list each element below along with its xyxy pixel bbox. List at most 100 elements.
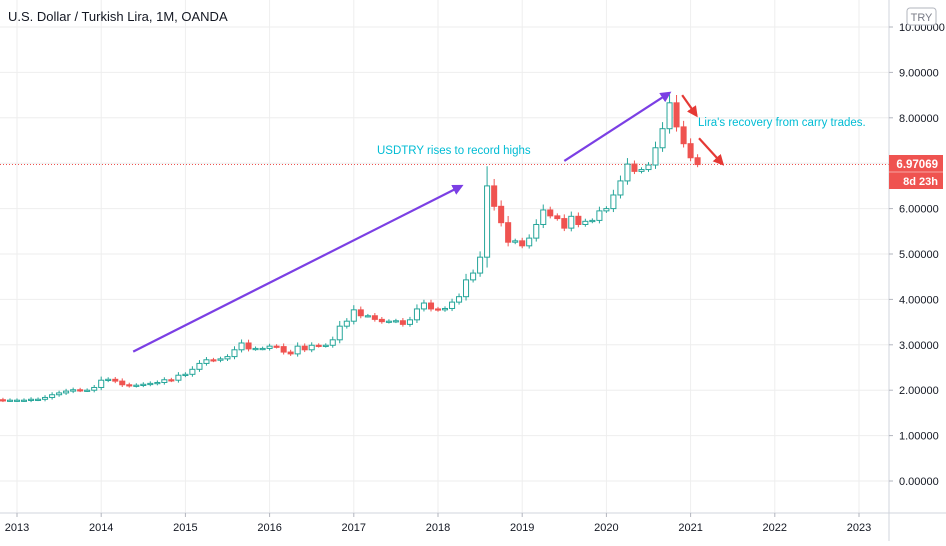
candle — [385, 319, 392, 324]
x-axis-label: 2017 — [342, 522, 366, 534]
candle — [434, 306, 442, 312]
candle — [133, 383, 140, 388]
candle-body-up — [484, 185, 491, 258]
x-axis-label: 2014 — [89, 522, 113, 534]
candle-body-down — [399, 320, 406, 325]
candle-body-up — [56, 392, 63, 396]
candle-body-down — [119, 380, 126, 386]
recovery-arrow-lower — [698, 137, 725, 166]
candle-body-up — [329, 339, 336, 346]
candle — [392, 318, 399, 324]
candle-body-down — [280, 346, 287, 353]
candle-body-up — [610, 194, 617, 210]
candle — [119, 378, 126, 388]
candle — [273, 344, 280, 349]
candle — [371, 313, 378, 322]
trend-arrow-long — [132, 184, 464, 353]
candle — [582, 218, 589, 227]
candle-body-down — [519, 240, 526, 247]
candle-body-up — [533, 223, 540, 239]
candle — [308, 342, 315, 353]
candle-body-up — [659, 128, 666, 149]
candle-body-up — [49, 394, 56, 398]
candle — [147, 381, 154, 387]
candle — [154, 380, 161, 386]
candle — [575, 212, 582, 228]
y-axis-label: 8.00000 — [899, 113, 939, 125]
candle — [343, 318, 350, 329]
candle — [673, 94, 680, 132]
candle-body-up — [322, 344, 329, 347]
candle-body-down — [0, 399, 6, 402]
candle — [470, 269, 477, 283]
candle — [561, 214, 568, 232]
candle-body-down — [575, 215, 582, 225]
candle-body-up — [91, 386, 98, 391]
candle-body-up — [596, 210, 603, 221]
candle — [20, 398, 28, 403]
candle — [301, 343, 308, 353]
candle — [420, 299, 427, 312]
x-axis-label: 2016 — [257, 522, 281, 534]
candle — [196, 360, 203, 372]
x-axis-label: 2013 — [5, 522, 29, 534]
candle — [463, 273, 470, 301]
candle — [28, 397, 35, 403]
candle — [505, 215, 512, 247]
candle — [322, 343, 329, 348]
candle — [357, 306, 364, 319]
candle-body-up — [224, 356, 231, 360]
candle — [554, 213, 561, 221]
x-axis-labels: 2013 2014 2015 2016 2017 2018 2019 2020 2021 2022… — [5, 513, 871, 534]
candle-body-up — [385, 320, 392, 323]
candle — [259, 346, 266, 351]
candle — [329, 336, 336, 348]
candle-body-down — [491, 185, 498, 207]
candle-body-down — [680, 126, 687, 145]
candle — [512, 238, 519, 245]
x-axis-label: 2021 — [678, 522, 702, 534]
candle — [624, 158, 631, 185]
candle-body-up — [266, 345, 273, 349]
candle — [350, 305, 357, 325]
candle-body-down — [561, 218, 568, 229]
currency-badge[interactable]: TRY — [906, 7, 937, 26]
candle-body-up — [526, 237, 533, 247]
y-axis-label: 9.00000 — [899, 67, 939, 79]
candle — [680, 120, 687, 148]
candle — [427, 299, 435, 312]
candle — [161, 377, 168, 385]
candle — [203, 357, 210, 366]
candle — [638, 167, 645, 174]
candle-body-up — [343, 320, 350, 327]
candle-body-down — [687, 143, 694, 159]
candle — [441, 306, 449, 312]
candle-body-down — [112, 378, 119, 382]
candle — [456, 293, 463, 305]
candle-body-up — [84, 389, 91, 392]
candle — [533, 219, 540, 242]
y-axis-label: 0.00000 — [899, 476, 939, 488]
candle-body-up — [470, 272, 477, 281]
y-axis-label: 3.00000 — [899, 340, 939, 352]
candle-body-down — [547, 209, 554, 217]
candle-body-up — [364, 315, 371, 318]
y-axis-label: 2.00000 — [899, 385, 939, 397]
candle — [449, 298, 456, 312]
candle — [63, 388, 70, 395]
candle-body-up — [512, 240, 519, 243]
candle — [70, 387, 77, 394]
candle-body-down — [245, 342, 252, 350]
candle-body-up — [392, 320, 399, 323]
candle-body-up — [645, 164, 652, 171]
candle — [547, 206, 554, 219]
candle-body-up — [456, 296, 463, 303]
candle-body-up — [336, 325, 343, 341]
x-axis-label: 2023 — [847, 522, 871, 534]
candle — [610, 189, 617, 213]
candle-body-up — [140, 383, 147, 386]
candle — [631, 160, 638, 175]
candle-body-up — [63, 390, 70, 394]
